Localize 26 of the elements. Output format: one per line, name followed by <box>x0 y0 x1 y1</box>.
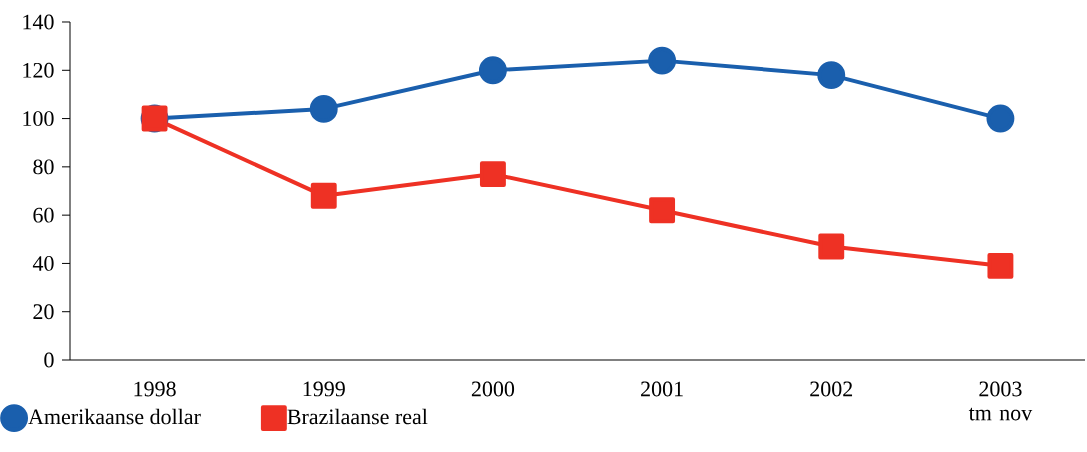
y-tick-label: 140 <box>23 14 54 30</box>
legend-label: Amerikaanse dollar <box>28 408 201 425</box>
point <box>310 182 337 209</box>
y-tick-label: 120 <box>23 62 54 78</box>
point <box>987 252 1014 279</box>
y-tick-label: 60 <box>33 207 54 223</box>
point <box>309 94 338 123</box>
x-tick-label: 2002 <box>810 381 853 397</box>
y-tick-label: 40 <box>32 256 54 271</box>
point <box>649 197 676 224</box>
x-tick-label: 1998 <box>134 381 176 397</box>
point <box>648 46 677 75</box>
x-tick-label: 2001 <box>641 381 683 397</box>
legend-label: Brazilaanse real <box>287 408 428 425</box>
x-tick-label: 1999 <box>303 381 345 397</box>
y-tick-label: 20 <box>33 304 54 320</box>
y-tick-label: 0 <box>44 352 54 368</box>
y-tick-label: 100 <box>23 111 54 126</box>
point <box>479 161 506 188</box>
point <box>986 104 1015 133</box>
y-tick-label: 80 <box>33 159 54 175</box>
point <box>478 56 507 85</box>
x-tick-label: 2003 tm nov <box>968 381 1033 421</box>
point <box>817 61 846 90</box>
point <box>818 233 845 260</box>
x-tick-label: 2000 <box>471 381 515 397</box>
